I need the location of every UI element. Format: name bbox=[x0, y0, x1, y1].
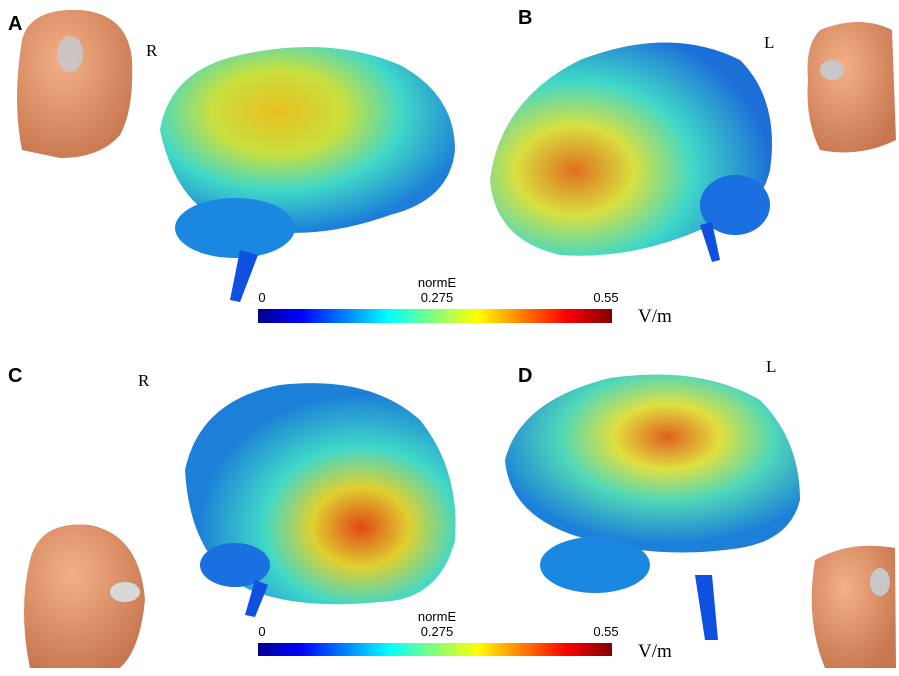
brainstem bbox=[695, 575, 718, 640]
side-label: R bbox=[146, 41, 158, 60]
brainstem bbox=[700, 222, 720, 262]
colorbar-tick: 0.275 bbox=[421, 290, 454, 305]
colorbar-tick: 0.275 bbox=[421, 624, 454, 639]
brainstem bbox=[245, 580, 268, 617]
head bbox=[24, 524, 145, 668]
panel-label: D bbox=[518, 365, 532, 387]
side-label: L bbox=[764, 33, 774, 52]
colorbar-tick: 0.55 bbox=[593, 290, 618, 305]
panel-a: A R bbox=[8, 9, 455, 302]
electrode bbox=[870, 568, 890, 596]
panel-c: C R bbox=[8, 365, 456, 668]
cerebellum bbox=[540, 537, 650, 593]
colorbar: normE 0 0.275 0.55 V/m bbox=[258, 609, 672, 662]
panel-label: B bbox=[518, 7, 532, 29]
colorbar-gradient bbox=[258, 643, 612, 656]
head bbox=[811, 545, 896, 668]
side-label: R bbox=[138, 371, 150, 390]
colorbar-unit: V/m bbox=[638, 641, 672, 662]
cerebellum bbox=[200, 543, 270, 587]
colorbar-tick: 0 bbox=[258, 290, 265, 305]
colorbar-tick: 0 bbox=[258, 624, 265, 639]
panel-d: D L bbox=[505, 357, 896, 668]
electrode bbox=[110, 582, 140, 602]
colorbar-unit: V/m bbox=[638, 306, 672, 327]
side-label: L bbox=[766, 357, 776, 376]
brain bbox=[160, 47, 455, 233]
head bbox=[17, 9, 133, 158]
colorbar: normE 0 0.275 0.55 V/m bbox=[258, 275, 672, 327]
colorbar-title: normE bbox=[418, 275, 457, 290]
colorbar-gradient bbox=[258, 309, 612, 323]
head bbox=[807, 22, 896, 153]
colorbar-title: normE bbox=[418, 609, 457, 624]
colorbar-tick: 0.55 bbox=[593, 624, 618, 639]
cerebellum bbox=[175, 198, 295, 258]
brain bbox=[505, 374, 800, 553]
cerebellum bbox=[700, 175, 770, 235]
panel-label: A bbox=[8, 13, 22, 35]
electrode bbox=[57, 36, 83, 72]
panel-label: C bbox=[8, 365, 22, 387]
brainstem bbox=[230, 250, 258, 302]
panel-b: B L bbox=[490, 7, 896, 262]
electrode bbox=[820, 60, 844, 80]
